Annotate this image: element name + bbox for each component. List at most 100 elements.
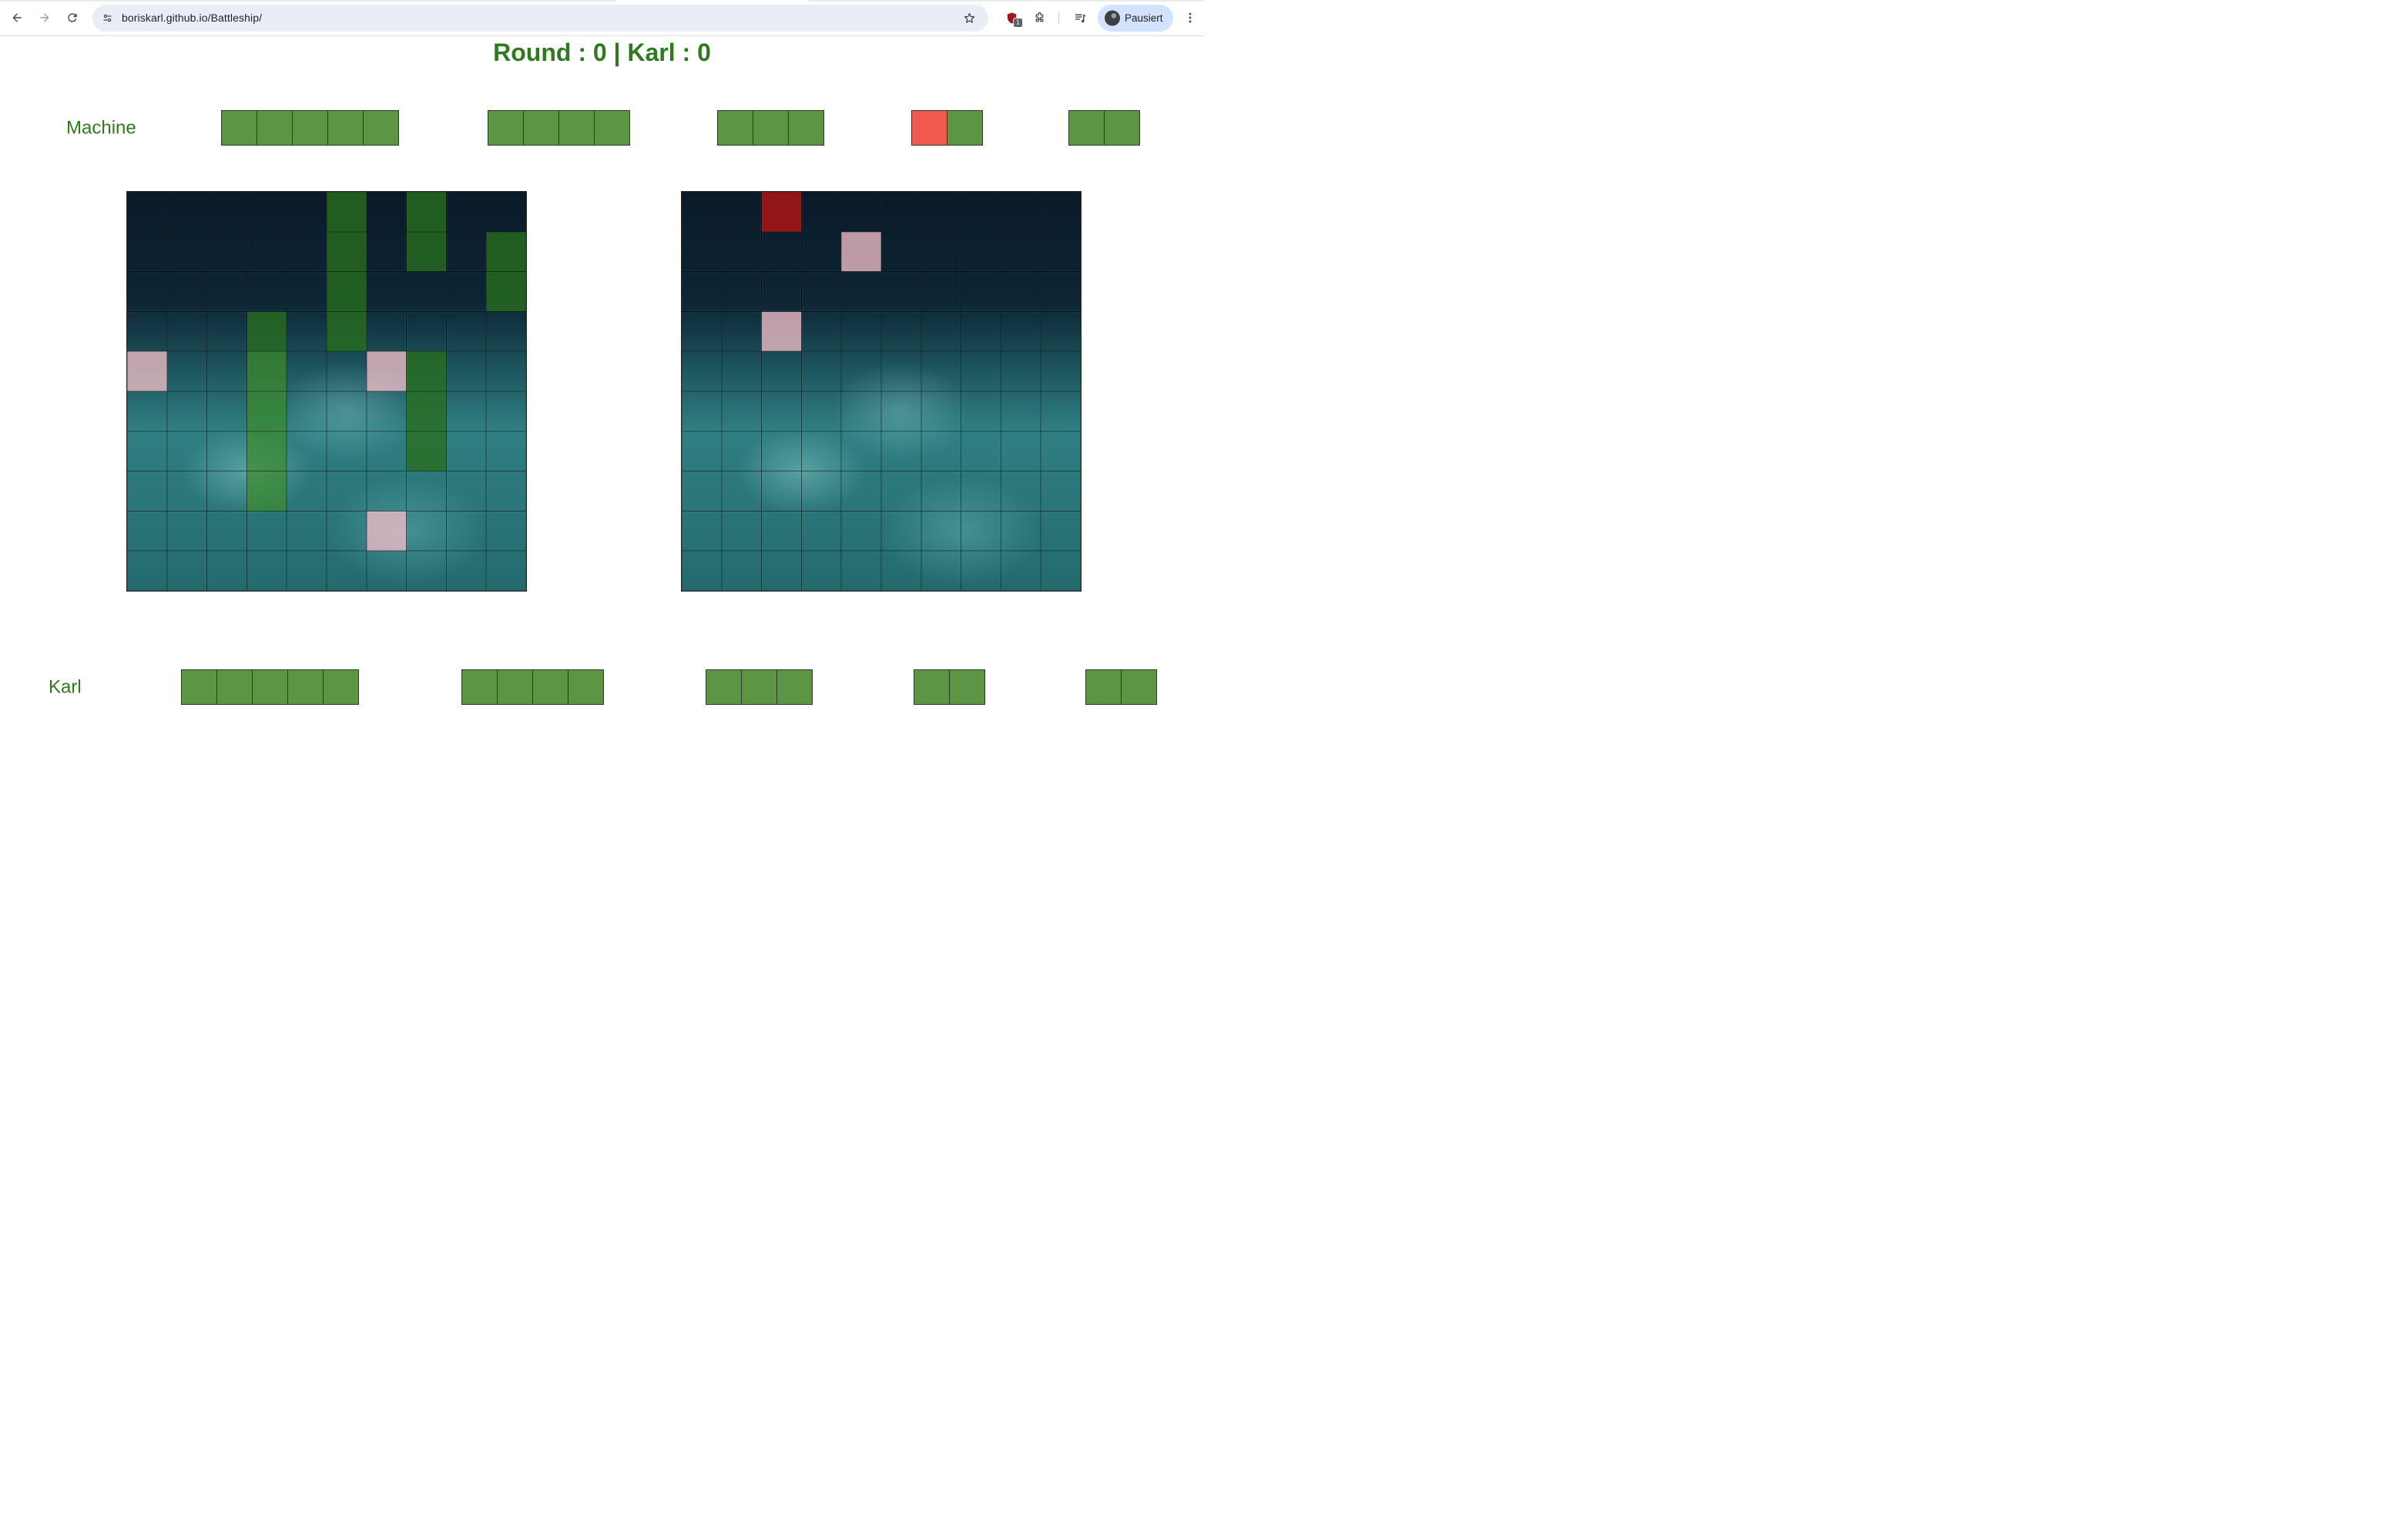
board-cell[interactable] xyxy=(1041,431,1081,471)
board-cell[interactable] xyxy=(1041,231,1081,272)
miss-cell[interactable] xyxy=(841,231,881,272)
board-cell[interactable] xyxy=(921,231,961,272)
reload-button[interactable] xyxy=(63,8,82,27)
board-cell[interactable] xyxy=(921,351,961,391)
board-cell[interactable] xyxy=(721,351,762,391)
address-bar[interactable]: boriskarl.github.io/Battleship/ xyxy=(92,5,988,32)
board-cell[interactable] xyxy=(1041,192,1081,232)
board-cell[interactable] xyxy=(682,351,722,391)
board-cell[interactable] xyxy=(761,351,802,391)
board-cell[interactable] xyxy=(1001,511,1041,552)
board-cell[interactable] xyxy=(880,351,921,391)
board-cell[interactable] xyxy=(961,391,1001,431)
board-cell[interactable] xyxy=(761,231,802,272)
board-cell[interactable] xyxy=(1001,271,1041,312)
board-cell[interactable] xyxy=(721,511,762,552)
board-cell[interactable] xyxy=(1001,471,1041,511)
board-cell[interactable] xyxy=(1041,351,1081,391)
board-cell[interactable] xyxy=(1001,431,1041,471)
board-cell[interactable] xyxy=(1001,231,1041,272)
board-cell[interactable] xyxy=(721,391,762,431)
board-cell[interactable] xyxy=(921,311,961,352)
board-cell[interactable] xyxy=(1041,391,1081,431)
board-cell[interactable] xyxy=(961,311,1001,352)
miss-cell[interactable] xyxy=(761,311,802,352)
board-cell[interactable] xyxy=(801,311,842,352)
hit-cell[interactable] xyxy=(761,192,802,232)
board-cell[interactable] xyxy=(761,391,802,431)
board-cell[interactable] xyxy=(1041,471,1081,511)
board-cell[interactable] xyxy=(1001,551,1041,591)
board-cell[interactable] xyxy=(961,471,1001,511)
browser-menu-button[interactable] xyxy=(1181,8,1199,27)
board-cell[interactable] xyxy=(880,431,921,471)
site-info-button[interactable] xyxy=(99,10,116,26)
board-cell[interactable] xyxy=(721,231,762,272)
board-cell[interactable] xyxy=(682,231,722,272)
board-cell[interactable] xyxy=(1041,271,1081,312)
board-cell[interactable] xyxy=(921,551,961,591)
board-cell[interactable] xyxy=(961,231,1001,272)
board-cell[interactable] xyxy=(961,351,1001,391)
board-cell[interactable] xyxy=(1041,511,1081,552)
board-cell[interactable] xyxy=(801,431,842,471)
extensions-button[interactable] xyxy=(1030,8,1049,28)
board-cell[interactable] xyxy=(961,511,1001,552)
extension-ublock-button[interactable]: 1 xyxy=(1002,8,1023,28)
board-cell[interactable] xyxy=(921,511,961,552)
board-cell[interactable] xyxy=(721,551,762,591)
board-cell[interactable] xyxy=(761,431,802,471)
board-cell[interactable] xyxy=(880,271,921,312)
board-cell[interactable] xyxy=(1001,351,1041,391)
board-cell[interactable] xyxy=(682,511,722,552)
board-cell[interactable] xyxy=(841,351,881,391)
board-cell[interactable] xyxy=(841,271,881,312)
board-cell[interactable] xyxy=(682,311,722,352)
enemy-board[interactable] xyxy=(681,191,1082,592)
back-button[interactable] xyxy=(8,8,26,27)
profile-button[interactable]: Pausiert xyxy=(1098,5,1173,32)
board-cell[interactable] xyxy=(682,192,722,232)
board-cell[interactable] xyxy=(1041,551,1081,591)
board-cell[interactable] xyxy=(921,471,961,511)
enemy-board-grid[interactable] xyxy=(682,192,1081,591)
forward-button[interactable] xyxy=(35,8,54,27)
board-cell[interactable] xyxy=(801,551,842,591)
board-cell[interactable] xyxy=(841,471,881,511)
board-cell[interactable] xyxy=(801,231,842,272)
board-cell[interactable] xyxy=(801,471,842,511)
board-cell[interactable] xyxy=(921,391,961,431)
board-cell[interactable] xyxy=(841,311,881,352)
board-cell[interactable] xyxy=(921,192,961,232)
board-cell[interactable] xyxy=(682,551,722,591)
board-cell[interactable] xyxy=(961,551,1001,591)
board-cell[interactable] xyxy=(801,192,842,232)
board-cell[interactable] xyxy=(880,311,921,352)
board-cell[interactable] xyxy=(761,271,802,312)
board-cell[interactable] xyxy=(880,511,921,552)
board-cell[interactable] xyxy=(682,471,722,511)
board-cell[interactable] xyxy=(1001,192,1041,232)
board-cell[interactable] xyxy=(1001,311,1041,352)
board-cell[interactable] xyxy=(761,511,802,552)
board-cell[interactable] xyxy=(841,511,881,552)
board-cell[interactable] xyxy=(880,551,921,591)
board-cell[interactable] xyxy=(721,471,762,511)
board-cell[interactable] xyxy=(880,391,921,431)
board-cell[interactable] xyxy=(801,511,842,552)
board-cell[interactable] xyxy=(721,192,762,232)
board-cell[interactable] xyxy=(880,192,921,232)
board-cell[interactable] xyxy=(1041,311,1081,352)
board-cell[interactable] xyxy=(721,311,762,352)
board-cell[interactable] xyxy=(1001,391,1041,431)
board-cell[interactable] xyxy=(961,431,1001,471)
board-cell[interactable] xyxy=(841,551,881,591)
bookmark-button[interactable] xyxy=(961,10,978,26)
board-cell[interactable] xyxy=(682,391,722,431)
board-cell[interactable] xyxy=(961,192,1001,232)
media-controls-button[interactable] xyxy=(1071,8,1090,28)
board-cell[interactable] xyxy=(961,271,1001,312)
board-cell[interactable] xyxy=(682,271,722,312)
board-cell[interactable] xyxy=(761,551,802,591)
board-cell[interactable] xyxy=(880,471,921,511)
